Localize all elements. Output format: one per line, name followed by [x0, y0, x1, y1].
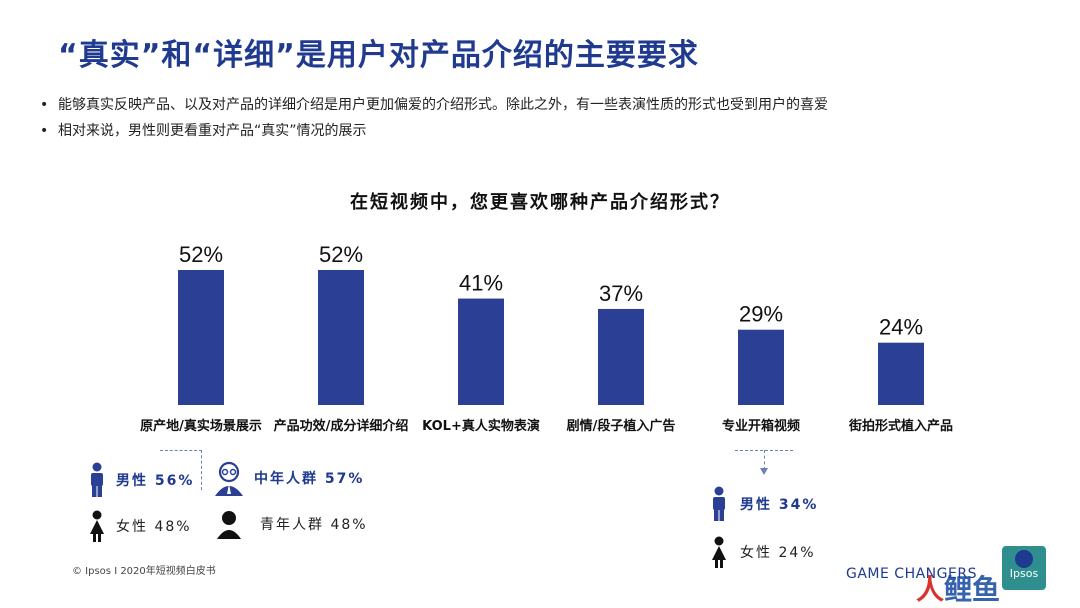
bullet-item: • 相对来说，男性则更看重对产品“真实”情况的展示 [40, 118, 828, 144]
bar [878, 342, 924, 405]
bullet-marker: • [40, 97, 49, 113]
female-icon [90, 510, 104, 542]
footer-source: © Ipsos I 2020年短视频白皮书 [72, 566, 216, 577]
female-icon [712, 536, 726, 568]
connector-line [201, 450, 202, 490]
male-icon [91, 462, 103, 497]
connector-line [764, 450, 765, 470]
bullet-text: 相对来说，男性则更看重对产品“真实”情况的展示 [58, 123, 367, 139]
bar [458, 298, 504, 405]
male-icon [713, 486, 725, 521]
middle-aged-man-icon [215, 461, 243, 496]
connector-line [160, 450, 202, 451]
breakdown-age-first: 中年人群 57% 青年人群 48% [212, 458, 368, 544]
watermark-part: 鲤鱼 [944, 573, 1001, 606]
watermark: 人鲤鱼 [916, 568, 1000, 608]
middle-age-share: 中年人群 57% [254, 471, 365, 487]
bullet-marker: • [40, 123, 49, 139]
bar [318, 270, 364, 405]
female-share: 女性 24% [740, 545, 816, 561]
breakdown-gender-fifth: 男性 34% 女性 24% [710, 484, 818, 572]
category-label: KOL+真人实物表演 [422, 418, 540, 434]
brand-tagline: GAME CHANGERS [846, 566, 977, 582]
female-share: 女性 48% [116, 519, 192, 535]
breakdown-gender-first: 男性 56% 女性 48% [88, 460, 194, 546]
category-label: 产品功效/成分详细介绍 [274, 418, 409, 434]
category-label: 街拍形式植入产品 [848, 418, 953, 434]
category-label: 专业开箱视频 [722, 418, 800, 434]
logo-text: Ipsos [1009, 567, 1039, 580]
page-title: “真实”和“详细”是用户对产品介绍的主要要求 [58, 38, 699, 73]
male-share: 男性 56% [116, 473, 195, 489]
bullet-text: 能够真实反映产品、以及对产品的详细介绍是用户更加偏爱的介绍形式。除此之外，有一些… [58, 97, 828, 113]
bar [738, 329, 784, 405]
bar [598, 308, 644, 405]
bar-value-label: 52% [179, 242, 223, 267]
bar-value-label: 52% [319, 242, 363, 267]
bar-value-label: 24% [879, 315, 923, 340]
ipsos-logo: Ipsos [1002, 546, 1046, 590]
bullet-list: • 能够真实反映产品、以及对产品的详细介绍是用户更加偏爱的介绍形式。除此之外，有一… [40, 92, 828, 144]
category-label: 剧情/段子植入广告 [567, 418, 676, 434]
chart-title: 在短视频中，您更喜欢哪种产品介绍形式？ [350, 192, 730, 213]
category-label: 原产地/真实场景展示 [140, 418, 262, 434]
male-share: 男性 34% [740, 497, 819, 513]
bar-value-label: 41% [459, 271, 503, 296]
arrow-down-icon [760, 468, 768, 475]
young-person-icon [217, 511, 241, 539]
logo-mark [1015, 550, 1033, 568]
bar-value-label: 37% [599, 281, 643, 306]
bar-value-label: 29% [739, 302, 783, 327]
bar [178, 270, 224, 405]
bullet-item: • 能够真实反映产品、以及对产品的详细介绍是用户更加偏爱的介绍形式。除此之外，有一… [40, 92, 828, 118]
watermark-part: 人 [916, 573, 945, 606]
young-share: 青年人群 48% [260, 517, 368, 533]
